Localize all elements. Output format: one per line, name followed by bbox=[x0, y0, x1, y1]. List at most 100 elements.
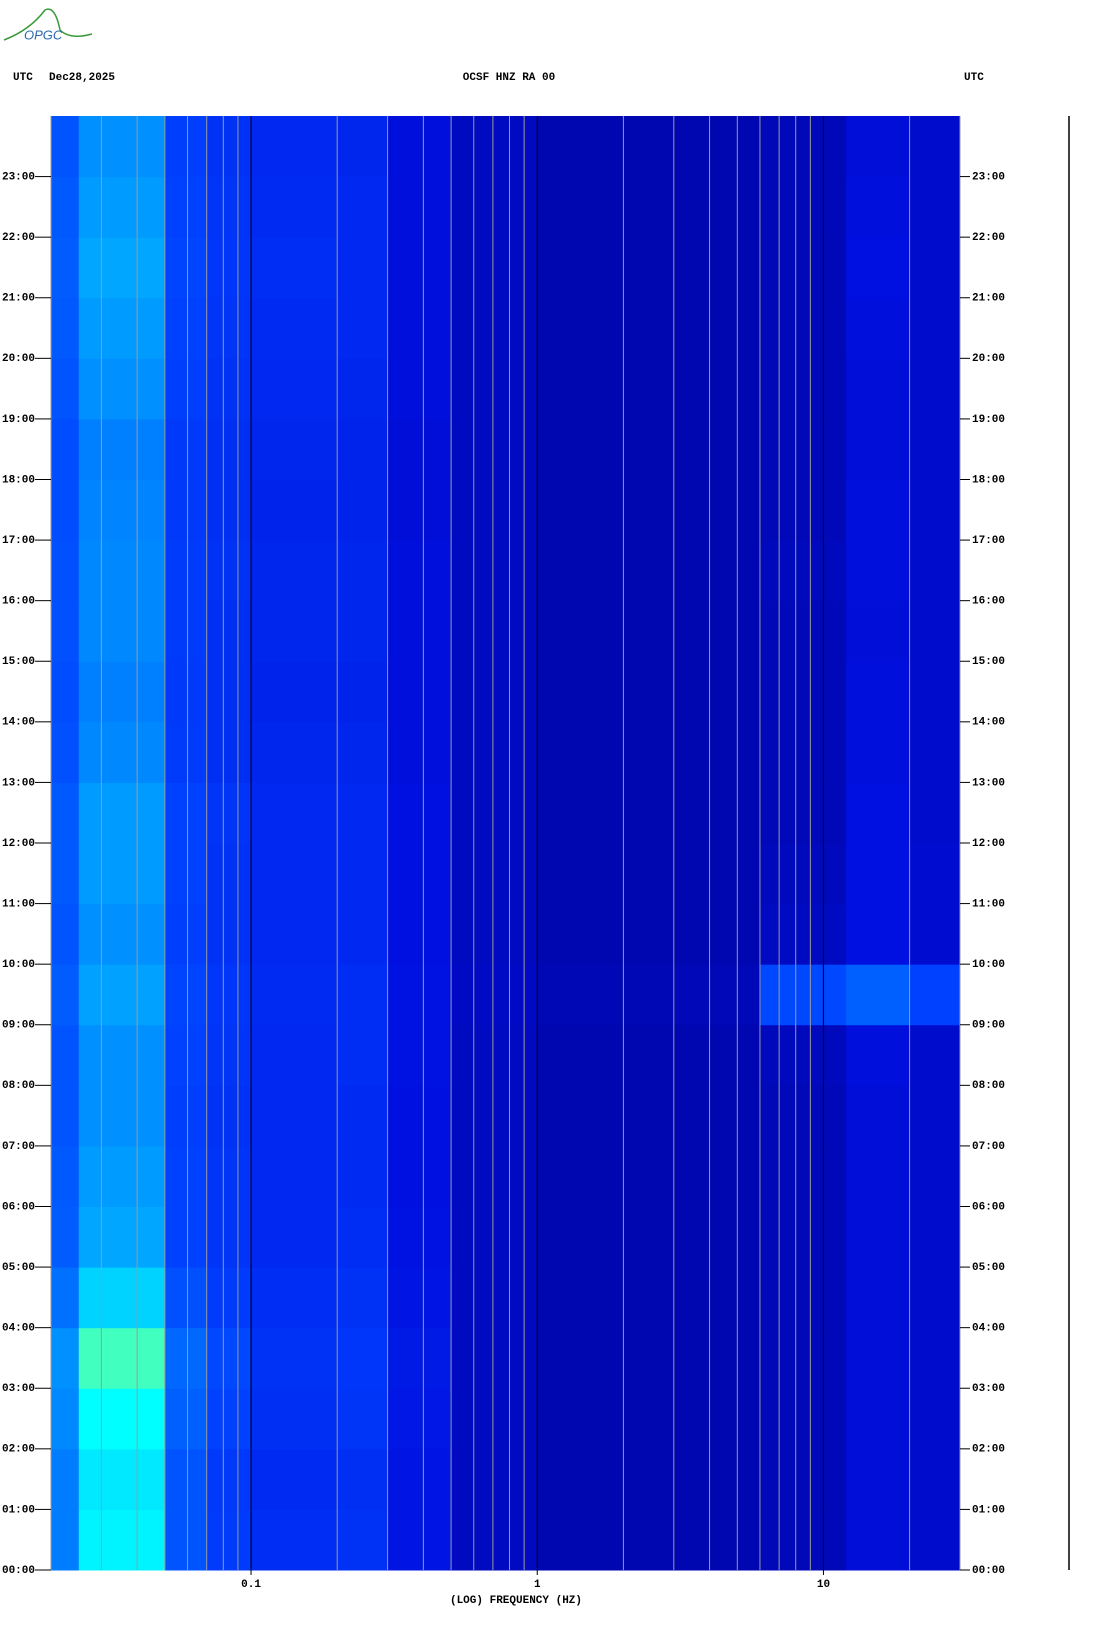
y-tick-label-right: 07:00 bbox=[972, 1141, 1005, 1153]
spectrogram-cell bbox=[206, 237, 252, 299]
spectrogram-cell bbox=[387, 1448, 452, 1510]
spectrogram-cell bbox=[451, 1085, 538, 1147]
spectrogram-cell bbox=[51, 1267, 80, 1329]
spectrogram-cell bbox=[251, 1448, 338, 1510]
spectrogram-cell bbox=[537, 1206, 675, 1268]
spectrogram-cell bbox=[909, 116, 961, 178]
spectrogram-cell bbox=[451, 964, 538, 1026]
spectrogram-cell bbox=[451, 176, 538, 238]
spectrogram-cell bbox=[78, 1509, 138, 1571]
y-tick-label-left: 22:00 bbox=[2, 232, 35, 244]
spectrogram-cell bbox=[206, 418, 252, 480]
y-tick-label-left: 02:00 bbox=[2, 1444, 35, 1456]
spectrogram-cell bbox=[164, 358, 208, 420]
spectrogram-cell bbox=[78, 1327, 138, 1389]
spectrogram-cell bbox=[137, 358, 166, 420]
spectrogram-cell bbox=[206, 1024, 252, 1086]
spectrogram-cell bbox=[337, 1206, 389, 1268]
spectrogram-cell bbox=[846, 1085, 911, 1147]
y-tick-label-left: 08:00 bbox=[2, 1080, 35, 1092]
spectrogram-cell bbox=[78, 1145, 138, 1207]
spectrogram-cell bbox=[673, 600, 761, 662]
spectrogram-cell bbox=[206, 1145, 252, 1207]
spectrogram-cell bbox=[164, 540, 208, 602]
spectrogram-cell bbox=[78, 661, 138, 723]
y-tick-label-left: 19:00 bbox=[2, 414, 35, 426]
spectrogram-cell bbox=[164, 176, 208, 238]
spectrogram-cell bbox=[846, 479, 911, 541]
spectrogram-cell bbox=[251, 540, 338, 602]
spectrogram-cell bbox=[137, 964, 166, 1026]
spectrogram-cell bbox=[537, 116, 675, 178]
spectrogram-cell bbox=[206, 1267, 252, 1329]
spectrogram-cell bbox=[337, 1024, 389, 1086]
spectrogram-cell bbox=[673, 1388, 761, 1450]
spectrogram-cell bbox=[164, 297, 208, 359]
spectrogram-cell bbox=[909, 540, 961, 602]
logo-curve bbox=[3, 8, 93, 41]
spectrogram-cell bbox=[137, 1509, 166, 1571]
spectrogram-cell bbox=[846, 297, 911, 359]
spectrogram-cell bbox=[909, 1448, 961, 1510]
y-tick-label-left: 21:00 bbox=[2, 293, 35, 305]
spectrogram-cell bbox=[137, 479, 166, 541]
spectrogram-cell bbox=[537, 903, 675, 965]
spectrogram-cell bbox=[451, 1267, 538, 1329]
x-axis-label: (LOG) FREQUENCY (HZ) bbox=[450, 1595, 582, 1607]
spectrogram-cell bbox=[759, 600, 847, 662]
spectrogram-cell bbox=[206, 479, 252, 541]
spectrogram-cell bbox=[673, 1085, 761, 1147]
y-tick-label-right: 20:00 bbox=[972, 353, 1005, 365]
y-tick-label-right: 01:00 bbox=[972, 1504, 1005, 1516]
y-tick-label-left: 00:00 bbox=[2, 1565, 35, 1577]
y-tick-label-right: 00:00 bbox=[972, 1565, 1005, 1577]
spectrogram-cell bbox=[137, 1327, 166, 1389]
spectrogram-cell bbox=[164, 1327, 208, 1389]
spectrogram-cell bbox=[78, 116, 138, 178]
spectrogram-cell bbox=[846, 661, 911, 723]
spectrogram-cell bbox=[78, 176, 138, 238]
spectrogram-cell bbox=[251, 1024, 338, 1086]
spectrogram-cell bbox=[78, 1388, 138, 1450]
spectrogram-cell bbox=[759, 1267, 847, 1329]
y-tick-label-left: 07:00 bbox=[2, 1141, 35, 1153]
y-tick-label-left: 16:00 bbox=[2, 596, 35, 608]
spectrogram-cell bbox=[337, 176, 389, 238]
spectrogram-cell bbox=[387, 782, 452, 844]
spectrogram-cell bbox=[206, 116, 252, 178]
spectrogram-cell bbox=[451, 1388, 538, 1450]
spectrogram-cell bbox=[337, 358, 389, 420]
spectrogram-cell bbox=[673, 1448, 761, 1510]
spectrogram-cell bbox=[537, 479, 675, 541]
spectrogram-cell bbox=[137, 418, 166, 480]
spectrogram-cell bbox=[137, 782, 166, 844]
y-tick-label-left: 06:00 bbox=[2, 1201, 35, 1213]
spectrogram-cell bbox=[78, 964, 138, 1026]
spectrogram-cell bbox=[51, 1509, 80, 1571]
spectrogram-cell bbox=[251, 176, 338, 238]
spectrogram-cell bbox=[451, 237, 538, 299]
y-tick-label-left: 11:00 bbox=[2, 898, 35, 910]
spectrogram-cell bbox=[251, 964, 338, 1026]
spectrogram-cell bbox=[909, 358, 961, 420]
spectrogram-cell bbox=[206, 1206, 252, 1268]
spectrogram-cell bbox=[206, 1509, 252, 1571]
spectrogram-cell bbox=[78, 237, 138, 299]
spectrogram-cell bbox=[137, 721, 166, 783]
spectrogram-cell bbox=[759, 237, 847, 299]
spectrogram-cell bbox=[387, 297, 452, 359]
y-tick-label-left: 10:00 bbox=[2, 959, 35, 971]
spectrogram-cell bbox=[909, 903, 961, 965]
spectrogram-cell bbox=[78, 843, 138, 905]
spectrogram-cell bbox=[78, 418, 138, 480]
spectrogram-cell bbox=[51, 1145, 80, 1207]
y-tick-label-right: 02:00 bbox=[972, 1444, 1005, 1456]
spectrogram-cell bbox=[164, 600, 208, 662]
spectrogram-cell bbox=[251, 1327, 338, 1389]
spectrogram-cell bbox=[78, 479, 138, 541]
spectrogram-cell bbox=[387, 1388, 452, 1450]
spectrogram-cell bbox=[846, 1024, 911, 1086]
spectrogram-cell bbox=[673, 661, 761, 723]
spectrogram-cell bbox=[909, 1509, 961, 1571]
spectrogram-cell bbox=[337, 540, 389, 602]
